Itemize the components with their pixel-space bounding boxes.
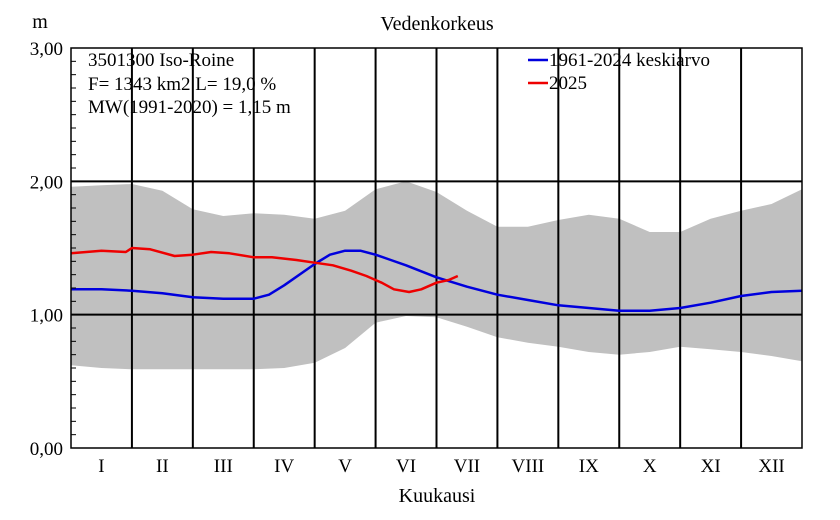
x-tick-label: VII (454, 456, 480, 477)
x-tick-label: XI (701, 456, 721, 477)
chart-title: Vedenkorkeus (380, 13, 494, 35)
series-lines (70, 246, 803, 312)
x-tick-label: VI (396, 456, 416, 477)
y-tick-label: 3,00 (30, 39, 63, 60)
info-box: 3501300 Iso-Roine F= 1343 km2 L= 19,0 % … (88, 50, 291, 118)
x-tick-label: IV (274, 456, 294, 477)
x-tick-label: XII (758, 456, 784, 477)
y-axis-label: m (32, 11, 48, 33)
series-line-mean (71, 249, 803, 312)
legend-label-mean: 1961-2024 keskiarvo (549, 50, 710, 71)
x-tick-label: X (643, 456, 657, 477)
series-line-2025 (70, 246, 459, 294)
station-name: 3501300 Iso-Roine (88, 50, 234, 71)
mean-water-info: MW(1991-2020) = 1,15 m (88, 97, 291, 118)
axis-ticks: 0,001,002,003,00I II III IV V VI VII VIII IX X XI X… (30, 39, 785, 477)
x-tick-label: V (338, 456, 352, 477)
x-tick-label: III (214, 456, 233, 477)
y-tick-label: 0,00 (30, 439, 63, 460)
x-tick-label: II (156, 456, 169, 477)
catchment-info: F= 1343 km2 L= 19,0 % (88, 74, 276, 95)
x-tick-label: IX (579, 456, 599, 477)
x-axis-label: Kuukausi (399, 485, 476, 507)
y-tick-label: 1,00 (30, 306, 63, 327)
x-tick-label: I (98, 456, 104, 477)
legend-label-current: 2025 (549, 73, 587, 94)
x-tick-label: VIII (512, 456, 545, 477)
grid-lines (71, 48, 802, 448)
legend: 1961-2024 keskiarvo 2025 (528, 50, 710, 94)
y-tick-label: 2,00 (30, 172, 63, 193)
